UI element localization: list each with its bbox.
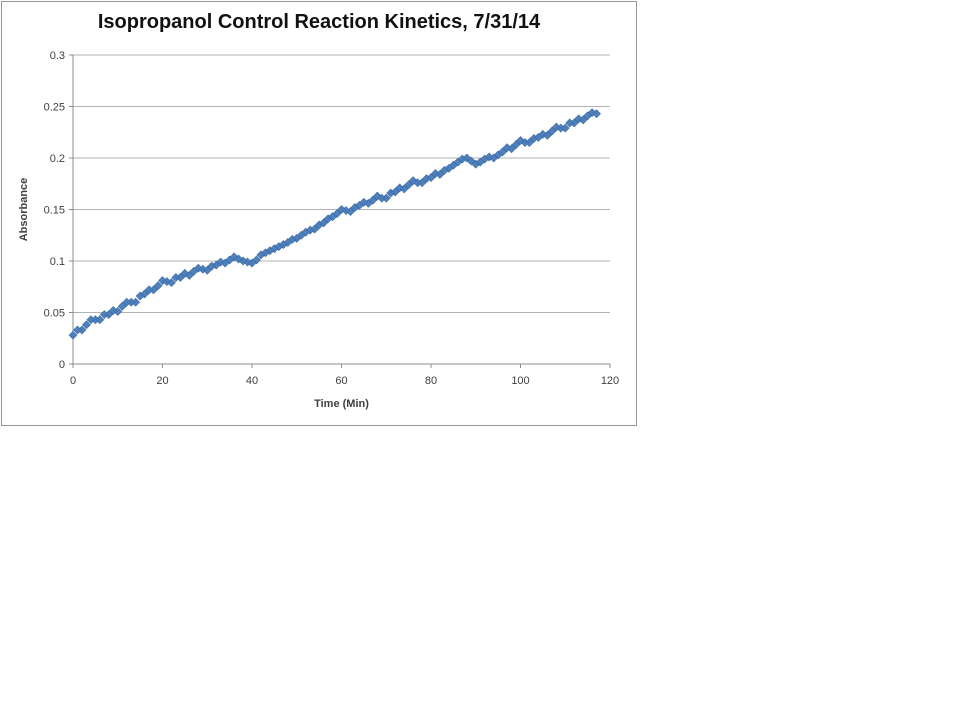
y-tick-label: 0.3 — [50, 50, 65, 62]
x-axis-title: Time (Min) — [314, 398, 369, 410]
x-tick-label: 100 — [511, 375, 529, 387]
y-tick-label: 0.1 — [50, 256, 65, 268]
x-tick-label: 20 — [156, 375, 168, 387]
y-tick-label: 0.15 — [44, 205, 65, 217]
y-tick-label: 0.2 — [50, 153, 65, 165]
y-tick-label: 0 — [59, 359, 65, 371]
scatter-series-markers — [68, 108, 601, 340]
chart-object[interactable]: 0 0.05 0.1 0.15 0.2 0.25 0.3 0 20 40 60 80 100 120 Tim… — [1, 1, 637, 426]
x-tick-label: 80 — [425, 375, 437, 387]
x-tick-label: 120 — [601, 375, 619, 387]
chart-title: Isopropanol Control Reaction Kinetics, 7… — [97, 11, 541, 33]
y-tick-label: 0.25 — [44, 102, 65, 114]
y-axis-title: Absorbance — [18, 178, 30, 242]
x-tick-label: 0 — [70, 375, 76, 387]
x-tick-label: 60 — [335, 375, 347, 387]
y-tick-label: 0.05 — [44, 308, 65, 320]
plot-svg: 0 0.05 0.1 0.15 0.2 0.25 0.3 0 20 40 60 80 100 120 Tim… — [18, 50, 619, 410]
x-tick-label: 40 — [246, 375, 258, 387]
